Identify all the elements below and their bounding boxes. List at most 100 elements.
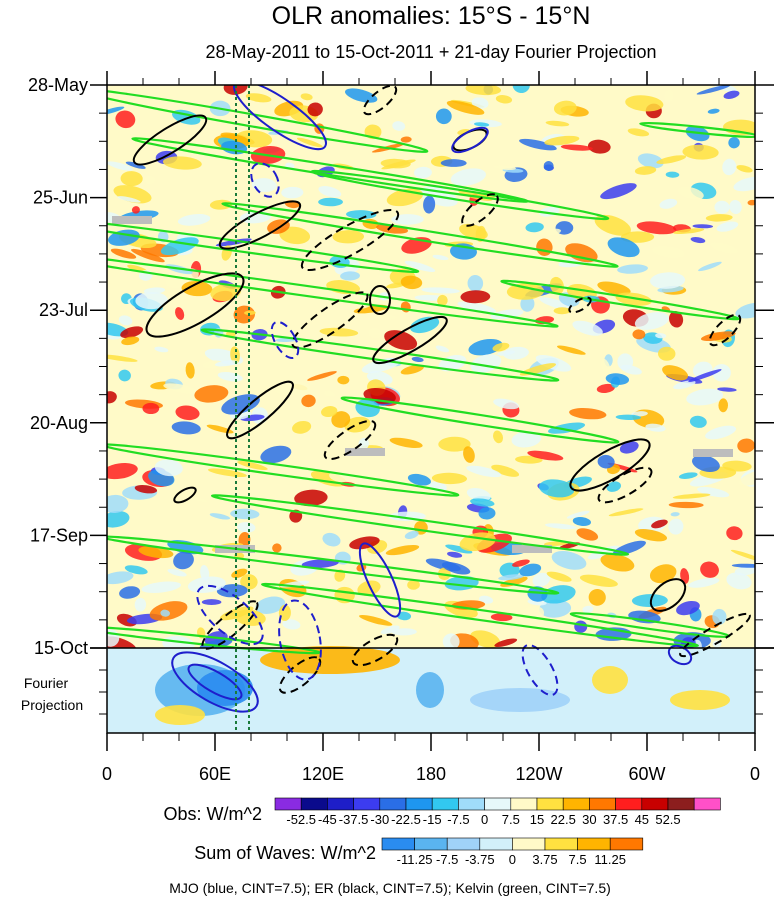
obs-anomaly-blob bbox=[107, 463, 138, 480]
colorbar-level: -22.5 bbox=[391, 812, 421, 827]
obs-anomaly-blob bbox=[545, 523, 577, 530]
obs-anomaly-blob bbox=[636, 221, 677, 235]
obs-anomaly-blob bbox=[572, 517, 591, 527]
obs-anomaly-blob bbox=[173, 551, 194, 570]
obs-anomaly-blob bbox=[154, 346, 169, 353]
colorbar-level: 11.25 bbox=[594, 852, 626, 867]
obs-anomaly-blob bbox=[712, 608, 727, 625]
obs-anomaly-blob bbox=[281, 186, 304, 199]
obs-anomaly-blob bbox=[605, 373, 630, 385]
kelvin-contour bbox=[107, 252, 559, 328]
obs-anomaly-blob bbox=[397, 611, 412, 621]
obs-anomaly-blob bbox=[655, 333, 667, 339]
er-contours bbox=[132, 85, 751, 694]
kelvin-contour bbox=[200, 328, 560, 382]
colorbar-level: -37.5 bbox=[339, 812, 369, 827]
obs-anomaly-blob bbox=[331, 411, 351, 428]
obs-anomaly-blob bbox=[692, 224, 714, 229]
obs-anomaly-blob bbox=[107, 391, 117, 404]
obs-anomaly-blob bbox=[493, 398, 520, 410]
x-tick-label: 0 bbox=[750, 764, 760, 784]
obs-anomaly-blob bbox=[705, 214, 733, 222]
colorbar-swatch bbox=[458, 797, 485, 811]
obs-anomaly-blob bbox=[560, 144, 593, 151]
er-contour bbox=[708, 313, 742, 347]
colorbar-swatch bbox=[609, 837, 644, 851]
obs-anomaly-blob bbox=[625, 95, 664, 112]
obs-anomaly-blob bbox=[332, 230, 365, 244]
obs-anomaly-blob bbox=[714, 200, 730, 214]
obs-anomaly-blob bbox=[673, 380, 696, 390]
er-contour bbox=[291, 291, 369, 349]
obs-anomaly-blob bbox=[637, 153, 664, 169]
obs-anomaly-blob bbox=[471, 97, 489, 109]
obs-anomaly-blob bbox=[737, 438, 755, 453]
obs-anomaly-blob bbox=[318, 197, 343, 207]
obs-anomaly-blob bbox=[221, 394, 260, 415]
obs-anomaly-blob bbox=[177, 214, 211, 226]
mjo-contour bbox=[270, 320, 300, 360]
obs-anomaly-blob bbox=[346, 210, 377, 219]
colorbar-swatch bbox=[446, 837, 481, 851]
obs-anomaly-blob bbox=[728, 137, 740, 149]
obs-anomaly-blob bbox=[278, 604, 291, 621]
obs-anomaly-blob bbox=[705, 425, 737, 440]
colorbar-swatch bbox=[577, 837, 611, 851]
obs-anomaly-blob bbox=[546, 571, 572, 582]
obs-anomaly-blob bbox=[733, 176, 755, 192]
colorbar-level: 7.5 bbox=[502, 812, 520, 827]
obs-anomaly-blob bbox=[400, 275, 423, 290]
obs-anomaly-blob bbox=[588, 588, 606, 606]
missing-data-mark bbox=[345, 448, 385, 456]
obs-anomaly-blob bbox=[677, 186, 704, 200]
obs-anomaly-blob bbox=[389, 437, 423, 448]
obs-anomaly-blob bbox=[545, 120, 570, 127]
obs-anomaly-blob bbox=[144, 175, 156, 185]
colorbar-level: 15 bbox=[530, 812, 544, 827]
er-contour bbox=[201, 600, 259, 650]
obs-anomaly-blob bbox=[154, 459, 183, 477]
obs-anomaly-blob bbox=[318, 185, 342, 198]
obs-anomaly-blob bbox=[142, 402, 160, 415]
obs-anomaly-blob bbox=[307, 102, 323, 117]
obs-anomaly-blob bbox=[294, 489, 328, 507]
colorbar-level: -3.75 bbox=[465, 852, 495, 867]
obs-anomaly-blob bbox=[307, 371, 337, 381]
colorbar-swatch bbox=[536, 797, 564, 811]
missing-data-mark bbox=[512, 545, 552, 553]
colorbar-swatch bbox=[274, 797, 302, 811]
obs-anomaly-blob bbox=[431, 472, 468, 485]
obs-anomaly-blob bbox=[322, 532, 341, 547]
obs-anomaly-blob bbox=[292, 420, 312, 434]
obs-anomaly-blob bbox=[368, 327, 382, 339]
obs-anomaly-blob bbox=[511, 431, 542, 448]
obs-anomaly-blob bbox=[726, 526, 743, 541]
y-tick-label: 25-Jun bbox=[33, 188, 88, 208]
colorbar-level: 3.75 bbox=[532, 852, 557, 867]
projection-blob bbox=[197, 670, 253, 706]
er-contour bbox=[568, 296, 592, 314]
obs-anomaly-blob bbox=[678, 472, 698, 479]
obs-anomaly-blob bbox=[700, 331, 736, 341]
colorbar-level: 7.5 bbox=[569, 852, 587, 867]
obs-anomaly-blob bbox=[579, 574, 618, 587]
obs-anomaly-blob bbox=[576, 528, 599, 541]
obs-anomaly-blob bbox=[321, 406, 338, 418]
er-contour bbox=[218, 200, 302, 250]
obs-anomaly-blob bbox=[475, 225, 486, 242]
y-tick-label: 17-Sep bbox=[30, 525, 88, 545]
obs-anomaly-blob bbox=[466, 488, 491, 501]
kelvin-contour bbox=[107, 87, 429, 153]
x-tick-label: 0 bbox=[102, 764, 112, 784]
mjo-contour bbox=[250, 162, 280, 198]
obs-anomaly-blob bbox=[730, 549, 755, 563]
obs-anomaly-blob bbox=[125, 161, 146, 169]
obs-anomaly-blob bbox=[371, 314, 398, 320]
obs-anomaly-blob bbox=[450, 168, 486, 186]
obs-anomaly-blob bbox=[696, 85, 731, 95]
y-tick-label: 15-Oct bbox=[34, 638, 88, 658]
obs-anomaly-blob bbox=[551, 550, 587, 570]
obs-anomaly-blob bbox=[608, 508, 644, 517]
obs-anomaly-blob bbox=[649, 564, 677, 584]
obs-anomaly-blob bbox=[668, 518, 684, 535]
